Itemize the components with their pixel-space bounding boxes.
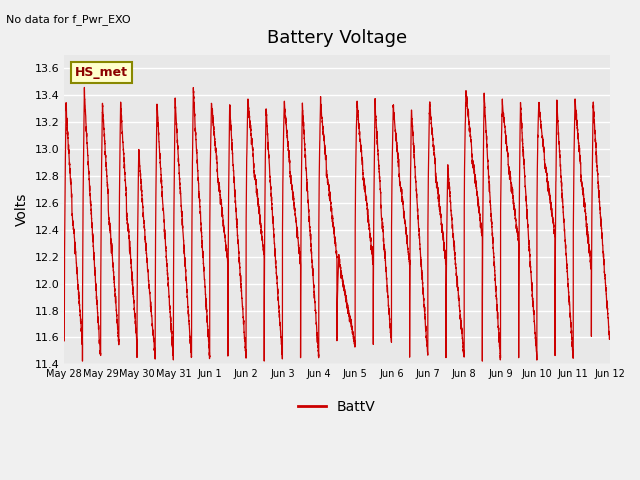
Text: No data for f_Pwr_EXO: No data for f_Pwr_EXO xyxy=(6,14,131,25)
Text: HS_met: HS_met xyxy=(75,66,128,79)
Y-axis label: Volts: Volts xyxy=(15,193,29,226)
Legend: BattV: BattV xyxy=(292,395,381,420)
Title: Battery Voltage: Battery Voltage xyxy=(267,29,407,48)
